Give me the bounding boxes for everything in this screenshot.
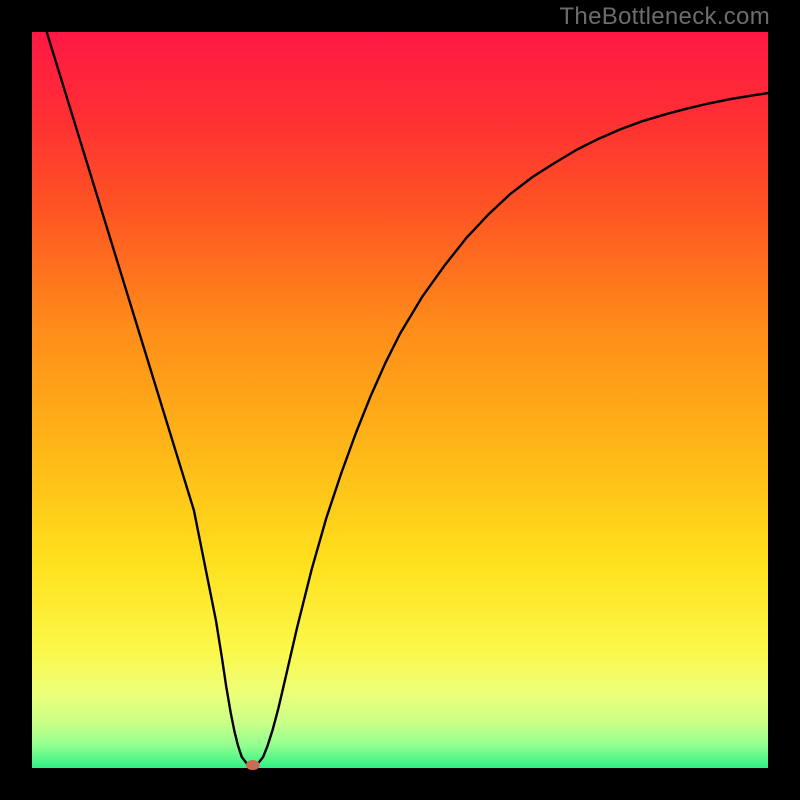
chart-container: TheBottleneck.com	[0, 0, 800, 800]
curve-path	[47, 32, 768, 767]
bottleneck-curve	[0, 0, 800, 800]
watermark-text: TheBottleneck.com	[559, 3, 770, 31]
curve-min-marker	[246, 760, 260, 770]
